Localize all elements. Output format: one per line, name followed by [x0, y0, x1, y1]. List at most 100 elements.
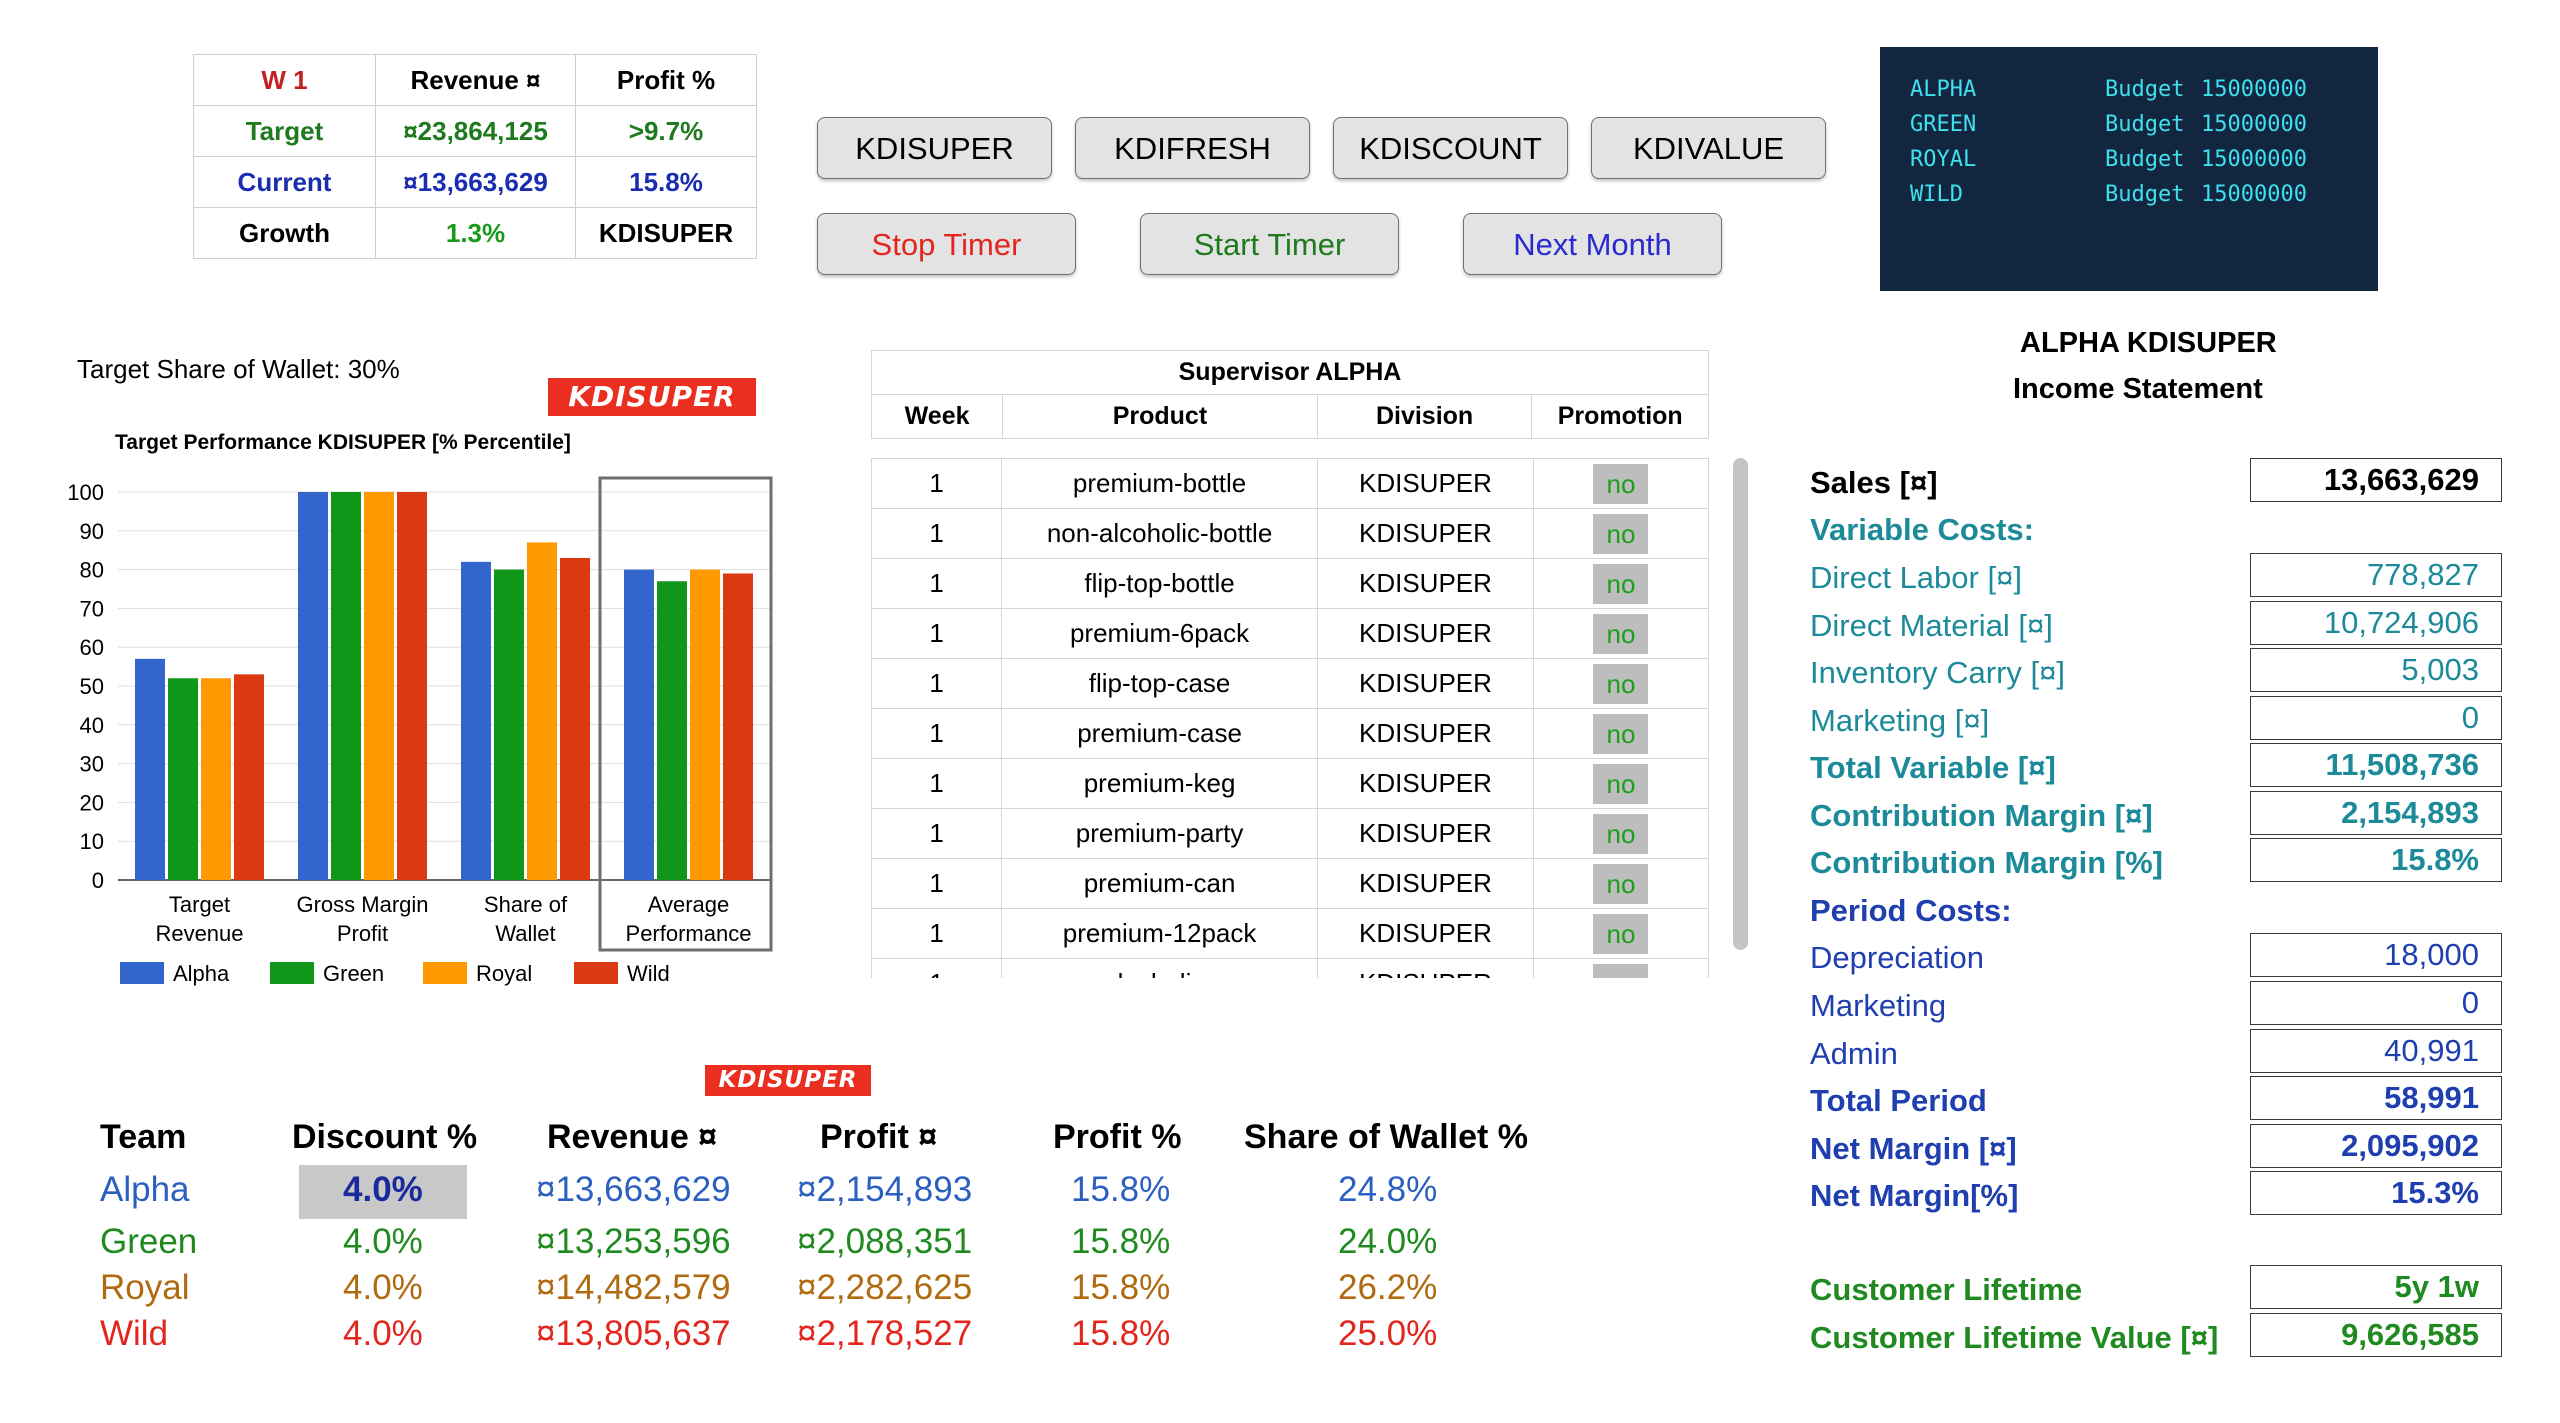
promotion-cell[interactable]: no: [1532, 808, 1709, 859]
promotion-toggle[interactable]: no: [1593, 913, 1649, 954]
team-name: Green: [100, 1222, 198, 1261]
bar-alpha: [298, 492, 328, 880]
week-cell: 1: [871, 758, 1003, 809]
budget-label-alpha: Budget: [2105, 77, 2185, 102]
promotion-cell[interactable]: no: [1532, 508, 1709, 559]
promotion-toggle[interactable]: no: [1593, 613, 1649, 654]
alpha-discount-highlight[interactable]: [299, 1165, 467, 1219]
supervisor-scrollbar[interactable]: [1733, 458, 1748, 950]
promotion-cell[interactable]: no: [1532, 608, 1709, 659]
week-cell: 1: [871, 658, 1003, 709]
bar-wild: [234, 674, 264, 880]
kdisuper-button[interactable]: KDISUPER: [817, 117, 1052, 179]
promotion-cell[interactable]: no: [1532, 458, 1709, 509]
budget-value-green: 15000000: [2201, 112, 2307, 137]
promotion-cell[interactable]: no: [1532, 958, 1709, 978]
share-value: 24.8%: [1338, 1170, 1438, 1209]
profit-pct-value: 15.8%: [1071, 1268, 1171, 1307]
table-row[interactable]: 1 premium-bottle KDISUPER no: [871, 458, 1709, 509]
variable-costs-header: Variable Costs:: [1810, 512, 2034, 547]
promotion-toggle[interactable]: no: [1593, 513, 1649, 554]
chart-title: Target Performance KDISUPER [% Percentil…: [115, 431, 571, 454]
next-month-button[interactable]: Next Month: [1463, 213, 1722, 275]
profit-pct-col-header: Profit %: [1053, 1118, 1182, 1156]
budget-team-wild: WILD: [1910, 182, 1963, 207]
share-value: 25.0%: [1338, 1314, 1438, 1353]
customer-lifetime-label: Customer Lifetime: [1810, 1272, 2083, 1307]
table-row[interactable]: 1 premium-can KDISUPER no: [871, 858, 1709, 909]
current-revenue: ¤13,663,629: [375, 156, 576, 208]
direct-labor-label: Direct Labor [¤]: [1810, 560, 2022, 595]
legend-label: Royal: [476, 961, 532, 986]
promotion-toggle[interactable]: no: [1593, 713, 1649, 754]
direct-material-label: Direct Material [¤]: [1810, 608, 2053, 643]
y-tick-label: 80: [80, 558, 104, 583]
promotion-toggle[interactable]: no: [1593, 463, 1649, 504]
x-tick-label: Revenue: [155, 921, 243, 946]
depreciation-value: 18,000: [2250, 933, 2502, 977]
target-revenue: ¤23,864,125: [375, 105, 576, 157]
legend-swatch-green: [270, 962, 314, 984]
supervisor-table-body[interactable]: 1 premium-bottle KDISUPER no 1 non-alcoholic-…: [871, 458, 1709, 978]
week-cell: 1: [871, 708, 1003, 759]
bar-green: [168, 678, 198, 880]
budget-value-wild: 15000000: [2201, 182, 2307, 207]
budget-label-wild: Budget: [2105, 182, 2185, 207]
promotion-cell[interactable]: no: [1532, 658, 1709, 709]
target-profit: >9.7%: [575, 105, 757, 157]
discount-value: 4.0%: [343, 1222, 423, 1261]
table-row[interactable]: 1 flip-top-case KDISUPER no: [871, 658, 1709, 709]
table-row[interactable]: 1 premium-party KDISUPER no: [871, 808, 1709, 859]
promotion-cell[interactable]: no: [1532, 858, 1709, 909]
team-name: Wild: [100, 1314, 169, 1353]
product-cell: premium-party: [1001, 808, 1318, 859]
budget-label-green: Budget: [2105, 112, 2185, 137]
promotion-cell[interactable]: no: [1532, 908, 1709, 959]
table-row[interactable]: 1 non-alcoholic-bottle KDISUPER no: [871, 508, 1709, 559]
y-tick-label: 0: [92, 868, 104, 893]
product-cell: premium-bottle: [1001, 458, 1318, 509]
kdivalue-button[interactable]: KDIVALUE: [1591, 117, 1826, 179]
start-timer-button[interactable]: Start Timer: [1140, 213, 1399, 275]
y-tick-label: 50: [80, 674, 104, 699]
promotion-cell[interactable]: no: [1532, 558, 1709, 609]
promotion-toggle[interactable]: no: [1593, 863, 1649, 904]
promotion-cell[interactable]: no: [1532, 758, 1709, 809]
promotion-toggle[interactable]: no: [1593, 663, 1649, 704]
profit-pct-value: 15.8%: [1071, 1314, 1171, 1353]
contribution-margin-value: 2,154,893: [2250, 791, 2502, 835]
period-costs-header: Period Costs:: [1810, 893, 2012, 928]
net-margin-pct-value: 15.3%: [2250, 1171, 2502, 1215]
table-row[interactable]: 1 premium-6pack KDISUPER no: [871, 608, 1709, 659]
x-tick-label: Target: [169, 892, 230, 917]
growth-value: 1.3%: [375, 207, 576, 259]
net-margin-label: Net Margin [¤]: [1810, 1131, 2017, 1166]
promotion-cell[interactable]: no: [1532, 708, 1709, 759]
legend-label: Green: [323, 961, 384, 986]
bar-green: [494, 569, 524, 880]
bar-alpha: [461, 561, 491, 880]
marketing-period-value: 0: [2250, 981, 2502, 1025]
week-cell: 1: [871, 508, 1003, 559]
kdiscount-button[interactable]: KDISCOUNT: [1333, 117, 1568, 179]
y-tick-label: 20: [80, 790, 104, 815]
stop-timer-button[interactable]: Stop Timer: [817, 213, 1076, 275]
promotion-toggle[interactable]: no: [1593, 563, 1649, 604]
kdifresh-button[interactable]: KDIFRESH: [1075, 117, 1310, 179]
promotion-toggle[interactable]: no: [1593, 763, 1649, 804]
week-cell: 1: [871, 458, 1003, 509]
table-row[interactable]: 1 premium-case KDISUPER no: [871, 708, 1709, 759]
col-product: Product: [1002, 394, 1318, 439]
table-row[interactable]: 1 flip-top-bottle KDISUPER no: [871, 558, 1709, 609]
division-cell: KDISUPER: [1316, 458, 1534, 509]
bar-alpha: [624, 569, 654, 880]
discount-header: Discount %: [292, 1118, 478, 1156]
product-cell: premium-6pack: [1001, 608, 1318, 659]
table-row[interactable]: 1 premium-12pack KDISUPER no: [871, 908, 1709, 959]
promotion-toggle[interactable]: no: [1593, 813, 1649, 854]
promotion-toggle[interactable]: no: [1593, 963, 1649, 978]
table-row[interactable]: 1 premium-keg KDISUPER no: [871, 758, 1709, 809]
income-subtitle: Income Statement: [2013, 373, 2263, 405]
col-promotion: Promotion: [1531, 394, 1709, 439]
